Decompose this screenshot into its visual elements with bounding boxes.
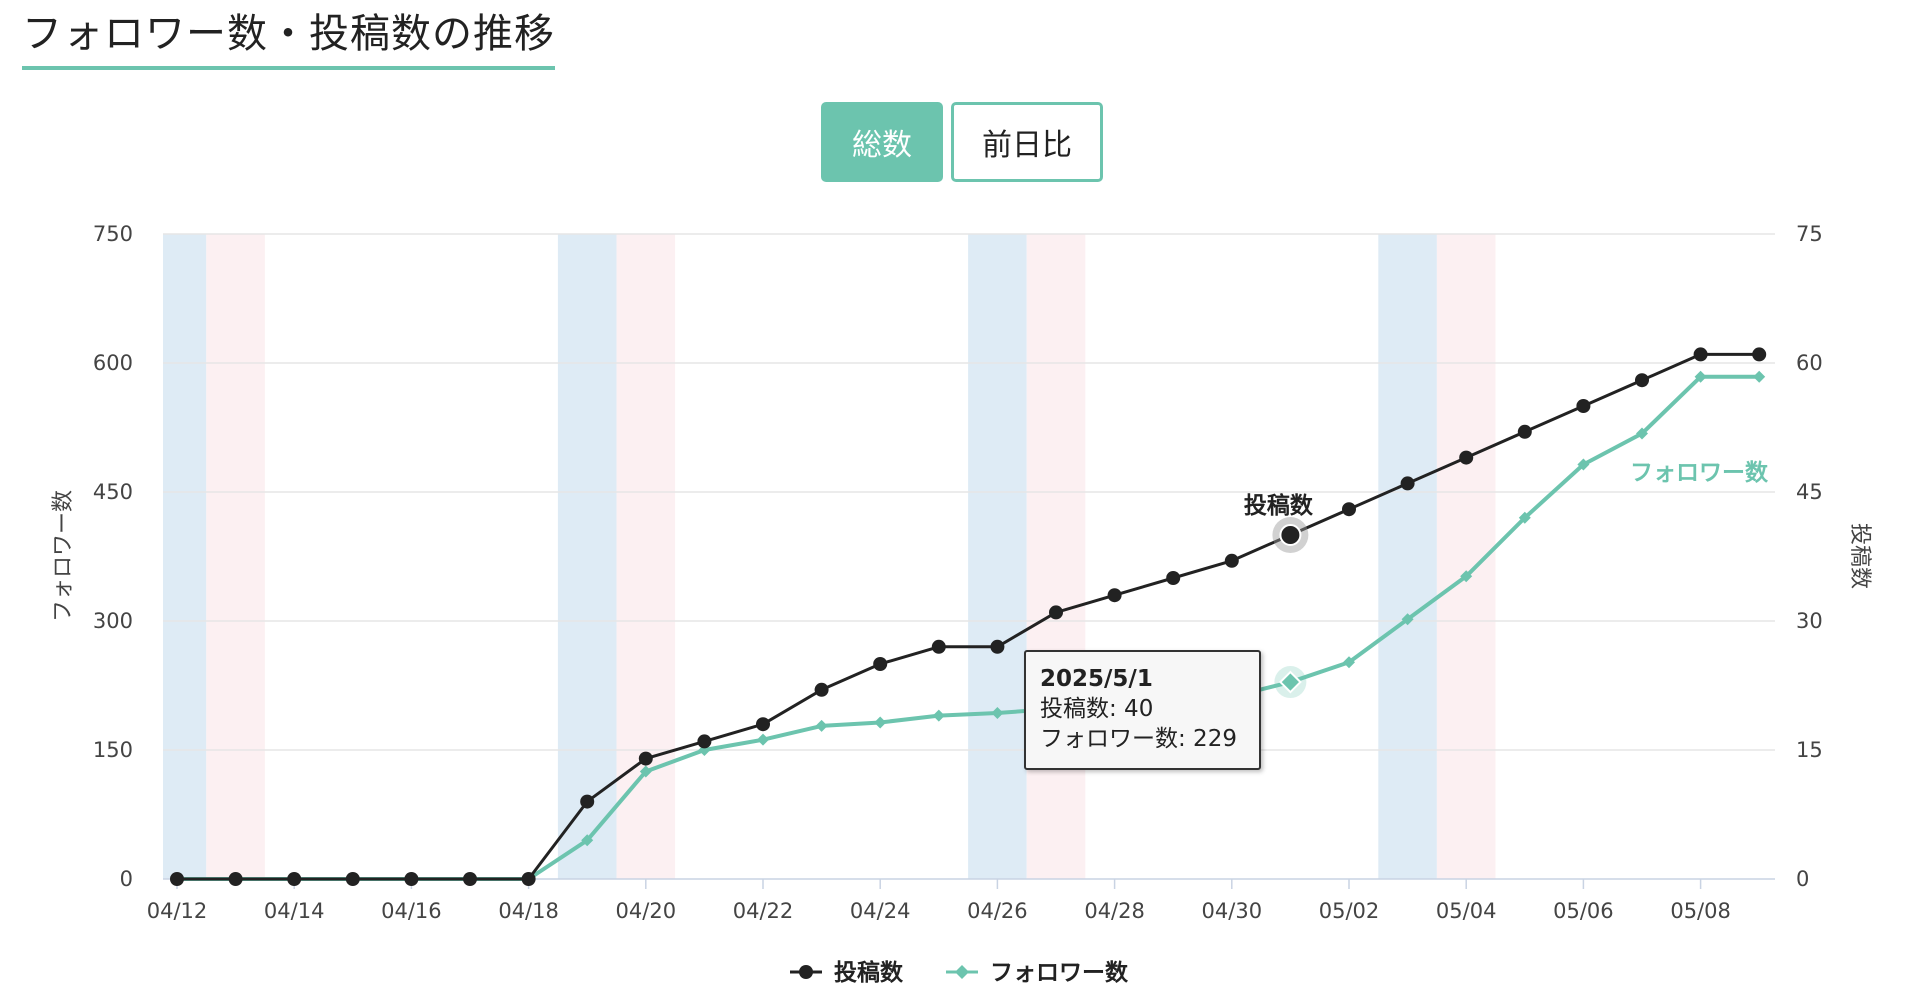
posts-point — [697, 734, 712, 749]
posts-point — [463, 872, 477, 886]
right-tick-label: 0 — [1796, 867, 1809, 891]
posts-point — [1166, 571, 1181, 585]
posts-point — [1049, 605, 1063, 620]
posts-point — [1517, 424, 1532, 439]
total-toggle-button[interactable]: 総数 — [821, 102, 943, 182]
posts-point — [873, 657, 888, 671]
x-tick-label: 04/22 — [733, 899, 794, 923]
weekend-band-sunday — [206, 234, 265, 879]
posts-point — [1635, 373, 1649, 388]
posts-point — [1224, 553, 1239, 568]
follower-point — [1753, 370, 1766, 383]
posts-point — [931, 639, 946, 654]
posts-point — [1400, 476, 1415, 491]
follower-point — [1343, 656, 1355, 669]
right-tick-label: 15 — [1796, 738, 1823, 762]
posts-point — [1752, 347, 1767, 362]
posts-point — [580, 794, 595, 809]
legend-posts-label: 投稿数 — [834, 959, 904, 986]
posts-point-highlighted — [1279, 524, 1302, 546]
x-tick-label: 04/28 — [1084, 899, 1145, 923]
follower-point — [874, 716, 887, 729]
weekend-band-saturday — [557, 234, 617, 879]
follower-point — [815, 719, 828, 732]
tooltip-date: 2025/5/1 — [1040, 666, 1153, 692]
right-tick-label: 75 — [1796, 222, 1823, 246]
x-tick-label: 04/26 — [967, 899, 1028, 923]
follower-point — [581, 834, 594, 847]
follower-point — [1518, 511, 1531, 524]
right-tick-label: 60 — [1796, 351, 1823, 375]
posts-series-label: 投稿数 — [1244, 492, 1314, 519]
x-tick-label: 05/04 — [1436, 899, 1497, 923]
weekend-band-sunday — [1026, 234, 1086, 879]
right-tick-label: 45 — [1796, 480, 1823, 504]
weekend-band-saturday — [1378, 234, 1437, 879]
x-tick-label: 04/30 — [1202, 899, 1263, 923]
posts-point — [1459, 450, 1474, 465]
left-tick-label: 750 — [93, 222, 133, 246]
chart-tooltip: 2025/5/1 投稿数: 40 フォロワー数: 229 — [1024, 650, 1261, 770]
follower-point — [757, 733, 769, 746]
legend-follower-label: フォロワー数 — [990, 960, 1129, 986]
posts-point — [228, 872, 243, 886]
left-tick-label: 150 — [93, 738, 133, 762]
left-axis-title: フォロワー数 — [51, 490, 76, 622]
x-tick-label: 04/20 — [616, 899, 677, 923]
follower-point — [1577, 458, 1590, 471]
right-axis-title: 投稿数 — [1847, 523, 1872, 589]
x-tick-label: 05/08 — [1670, 899, 1731, 923]
posts-point — [1576, 399, 1591, 413]
follower-point — [1636, 427, 1648, 440]
x-tick-label: 05/02 — [1319, 899, 1380, 923]
posts-series-line — [177, 352, 1760, 881]
x-tick-label: 05/06 — [1553, 899, 1614, 923]
posts-point — [1693, 347, 1708, 362]
weekend-band-sunday — [616, 234, 676, 879]
weekend-band-saturday — [968, 234, 1027, 879]
weekend-band-saturday — [163, 234, 207, 879]
daily-change-toggle-button[interactable]: 前日比 — [951, 102, 1103, 182]
x-tick-label: 04/18 — [498, 899, 559, 923]
x-tick-label: 04/14 — [264, 899, 325, 923]
posts-point — [1342, 502, 1356, 517]
posts-point — [287, 872, 302, 886]
right-tick-label: 30 — [1796, 609, 1823, 633]
legend-follower-marker — [955, 965, 969, 979]
tooltip-followers: フォロワー数: 229 — [1040, 726, 1237, 752]
view-toggle: 総数 前日比 — [821, 102, 1103, 182]
follower-point-highlighted — [1278, 670, 1302, 694]
left-tick-label: 450 — [93, 480, 133, 504]
posts-point — [170, 872, 184, 886]
posts-point — [404, 872, 419, 886]
posts-point — [990, 639, 1005, 654]
follower-point — [932, 709, 945, 722]
follower-point — [639, 765, 652, 778]
x-tick-label: 04/16 — [381, 899, 442, 923]
tooltip-posts: 投稿数: 40 — [1040, 696, 1154, 722]
follower-point — [1401, 613, 1414, 626]
posts-point — [345, 872, 360, 886]
posts-point — [1107, 588, 1122, 603]
follower-point — [991, 707, 1004, 720]
x-tick-label: 04/24 — [850, 899, 911, 923]
posts-point — [814, 682, 829, 697]
posts-point — [638, 751, 653, 766]
posts-point — [521, 872, 536, 886]
page-title: フォロワー数・投稿数の推移 — [22, 10, 555, 70]
follower-point — [1460, 570, 1473, 583]
left-tick-label: 300 — [93, 609, 133, 633]
follower-series-label: フォロワー数 — [1630, 460, 1769, 486]
left-tick-label: 0 — [120, 867, 133, 891]
left-tick-label: 600 — [93, 351, 133, 375]
legend-posts-marker — [799, 965, 813, 979]
follower-point — [1694, 370, 1707, 383]
posts-point — [756, 717, 770, 732]
x-tick-label: 04/12 — [147, 899, 208, 923]
